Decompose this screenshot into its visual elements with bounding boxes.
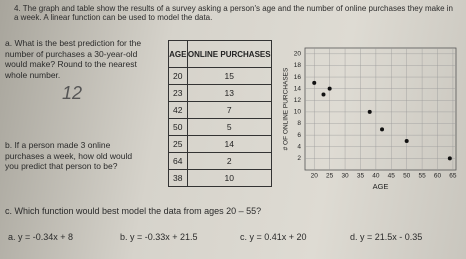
x-tick-label: 50: [403, 173, 411, 180]
handwritten-answer: 12: [62, 83, 83, 103]
data-point: [312, 80, 317, 85]
data-point: [367, 109, 372, 114]
y-axis-label: # OF ONLINE PURCHASES: [283, 67, 290, 150]
y-tick-label: 4: [297, 143, 301, 150]
x-tick-label: 40: [372, 173, 380, 180]
y-tick-label: 14: [294, 85, 302, 92]
x-axis-label: AGE: [373, 182, 389, 191]
y-tick-label: 12: [294, 97, 302, 104]
plot-area: [304, 47, 457, 171]
data-table: AGE ONLINE PURCHASES 20 15 23 13 42 7 50 5 25 14 64…: [168, 40, 273, 187]
x-tick-label: 35: [357, 173, 365, 180]
answer-option: b. y = -0.33x + 21.5: [120, 232, 198, 242]
data-point: [321, 92, 326, 97]
data-point: [380, 127, 385, 132]
x-tick-label: 25: [326, 173, 334, 180]
y-tick-label: 18: [294, 62, 302, 69]
y-tick-label: 8: [297, 120, 301, 127]
data-point: [327, 86, 332, 91]
y-tick-label: 6: [297, 132, 301, 139]
y-tick-label: 16: [294, 74, 302, 81]
table-cell: 38: [168, 169, 188, 187]
x-tick-label: 65: [449, 173, 457, 180]
y-tick-label: 2: [297, 155, 301, 162]
answer-option: c. y = 0.41x + 20: [240, 232, 307, 242]
x-tick-label: 45: [388, 173, 396, 180]
answer-option: d. y = 21.5x - 0.35: [350, 232, 423, 242]
problem-header: 4. The graph and table show the results …: [14, 4, 453, 22]
y-tick-label: 10: [294, 109, 302, 116]
question-c: c. Which function would best model the d…: [5, 206, 262, 216]
x-tick-label: 60: [434, 173, 442, 180]
question-a: a. What is the best prediction for the n…: [5, 38, 142, 80]
data-point: [447, 156, 452, 161]
table-header: ONLINE PURCHASES: [186, 40, 273, 68]
question-b: b. If a person made 3 online purchases a…: [5, 140, 133, 171]
data-point: [404, 138, 409, 143]
x-tick-label: 20: [311, 173, 319, 180]
answer-option: a. y = -0.34x + 8: [8, 232, 74, 242]
x-tick-label: 55: [418, 173, 426, 180]
x-tick-label: 30: [341, 173, 349, 180]
y-tick-label: 20: [294, 51, 302, 58]
table-cell: 10: [186, 169, 273, 187]
